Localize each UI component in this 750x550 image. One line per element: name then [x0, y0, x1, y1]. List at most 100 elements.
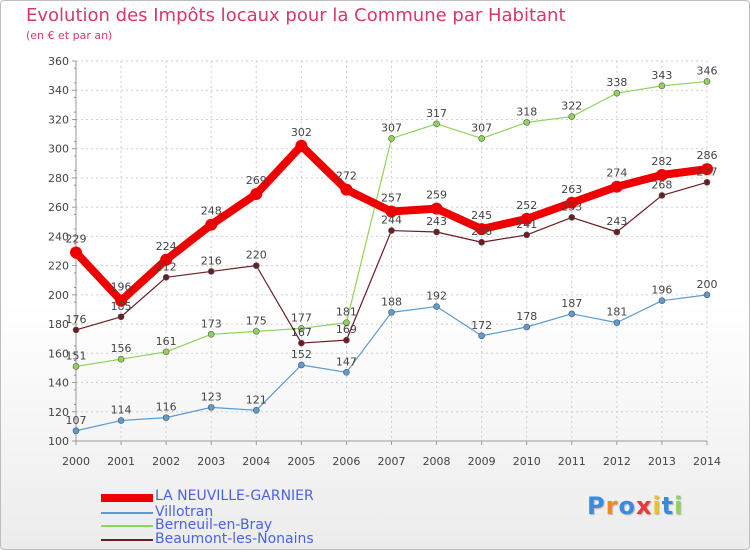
data-point [343, 319, 350, 326]
data-label: 116 [156, 401, 177, 414]
data-label: 192 [426, 290, 447, 303]
y-tick-label: 180 [48, 318, 69, 331]
data-label: 200 [697, 278, 718, 291]
data-label: 121 [246, 393, 267, 406]
data-point [433, 120, 440, 128]
data-label: 277 [697, 165, 718, 178]
data-labels: 107 114 116 123 121 152 147 188 192 172 178 187 181 1… [66, 64, 718, 426]
data-label: 268 [651, 178, 672, 191]
data-label: 343 [651, 69, 672, 82]
data-label: 286 [697, 149, 718, 162]
data-label: 196 [111, 281, 132, 294]
data-label: 178 [516, 310, 537, 323]
data-point [388, 135, 395, 142]
x-tick-label: 2000 [62, 455, 90, 468]
data-point [117, 417, 125, 424]
data-point [160, 253, 173, 266]
data-point [207, 268, 215, 275]
axes: 100 120 140 160 180 200 220 240 260 280 300 320 340 3… [48, 55, 721, 468]
data-label: 123 [201, 390, 222, 403]
data-point [298, 361, 305, 369]
logo-letter: P [587, 492, 606, 520]
legend-label: Berneuil-en-Bray [155, 517, 273, 533]
data-point [117, 313, 125, 321]
data-point [568, 214, 576, 221]
x-tick-label: 2005 [287, 455, 315, 468]
data-point [72, 427, 80, 435]
data-label: 181 [336, 306, 357, 319]
y-tick-label: 160 [48, 347, 69, 360]
y-tick-label: 240 [48, 230, 69, 243]
logo-letter: i [674, 492, 684, 520]
data-point [252, 407, 260, 414]
data-label: 172 [471, 319, 492, 332]
data-label: 173 [201, 317, 222, 330]
x-tick-label: 2002 [152, 455, 180, 468]
legend-swatch [101, 494, 153, 502]
data-point [523, 119, 531, 126]
data-point [207, 404, 215, 411]
data-label: 114 [111, 404, 132, 417]
logo-letter: x [635, 492, 653, 520]
data-point [295, 139, 308, 152]
data-label: 216 [201, 254, 222, 267]
data-label: 107 [66, 414, 87, 427]
legend-label: LA NEUVILLE-GARNIER [155, 488, 314, 504]
data-label: 181 [606, 306, 627, 319]
data-label: 220 [246, 249, 267, 262]
data-label: 248 [201, 205, 222, 218]
x-tick-label: 2014 [693, 455, 721, 468]
data-label: 156 [111, 342, 132, 355]
data-point [388, 309, 395, 316]
data-point [115, 294, 128, 307]
legend-label: Villotran [155, 504, 214, 520]
data-point [252, 262, 260, 269]
y-tick-label: 300 [48, 143, 69, 156]
data-point [430, 202, 443, 215]
data-label: 243 [606, 215, 627, 228]
data-label: 177 [291, 311, 312, 324]
data-label: 346 [697, 64, 718, 77]
data-point [565, 196, 578, 209]
x-tick-label: 2009 [468, 455, 496, 468]
proxiti-logo: Proxiti [587, 492, 683, 520]
data-point [658, 82, 666, 90]
y-tick-label: 360 [48, 55, 69, 68]
data-point [343, 336, 350, 344]
x-tick-label: 2012 [603, 455, 631, 468]
data-label: 269 [246, 174, 267, 187]
data-point [162, 274, 170, 281]
data-label: 236 [471, 225, 492, 238]
data-point [298, 339, 305, 347]
y-tick-label: 140 [48, 377, 69, 390]
data-point [433, 303, 440, 310]
y-tick-label: 260 [48, 201, 69, 214]
data-label: 253 [561, 200, 582, 213]
data-point [655, 169, 668, 181]
data-point [703, 78, 711, 85]
data-label: 175 [246, 314, 267, 327]
data-point [252, 328, 260, 335]
data-point [568, 310, 576, 318]
data-label: 307 [381, 121, 402, 134]
chart-subtitle: (en € et par an) [26, 29, 113, 42]
data-label: 152 [291, 348, 312, 361]
y-tick-label: 320 [48, 113, 69, 126]
data-point [478, 332, 485, 340]
y-tick-label: 200 [48, 289, 69, 302]
data-point [343, 369, 350, 376]
data-label: 317 [426, 107, 447, 120]
data-label: 196 [651, 284, 672, 297]
logo-letter: i [652, 492, 662, 520]
data-label: 224 [156, 240, 177, 253]
data-point [72, 326, 80, 334]
y-tick-label: 220 [48, 260, 69, 273]
y-tick-label: 120 [48, 406, 69, 419]
logo-letter: r [605, 492, 619, 520]
data-label: 302 [291, 126, 312, 139]
chart-title: Evolution des Impôts locaux pour la Comm… [26, 5, 566, 26]
data-point [117, 355, 125, 363]
data-label: 338 [606, 76, 627, 89]
data-point [610, 180, 623, 193]
